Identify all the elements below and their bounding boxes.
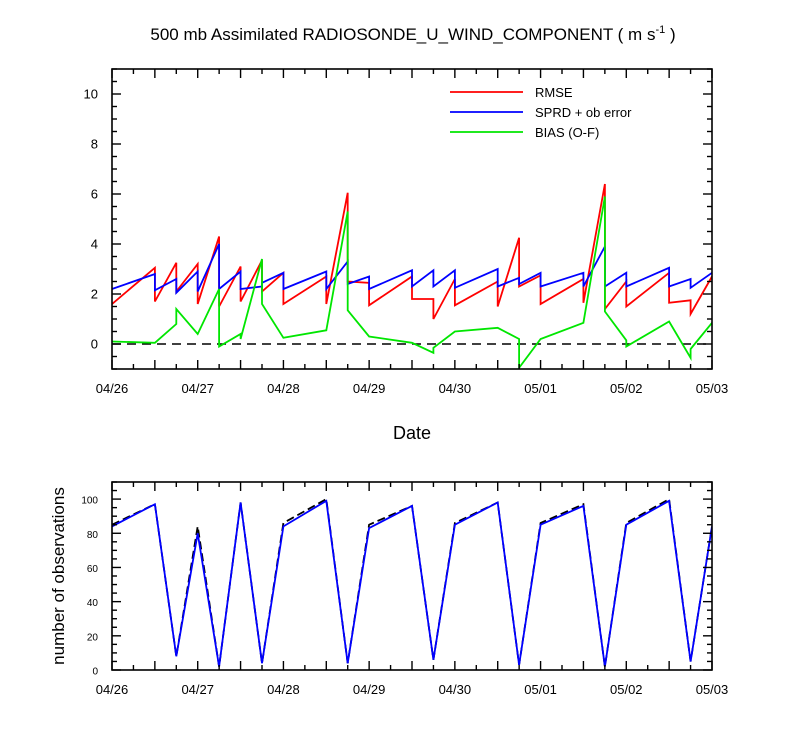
legend-label-0: RMSE — [535, 85, 573, 100]
bottom-x-tick-label: 05/02 — [610, 682, 643, 697]
top-y-tick-label: 10 — [84, 87, 98, 102]
bottom-y-tick-label: 80 — [87, 530, 99, 541]
bottom-x-tick-label: 04/26 — [96, 682, 129, 697]
top-plot-frame — [111, 68, 713, 370]
top-series-rmse — [112, 183, 712, 320]
top-x-tick-label: 04/29 — [353, 381, 386, 396]
top-x-tick-label: 04/30 — [439, 381, 472, 396]
bottom-series-assimilated — [112, 499, 712, 667]
bottom-y-tick-label: 40 — [87, 598, 99, 609]
bottom-panel: 04/26 04/27 04/28 04/29 04/30 05/01 05/02 05/03… — [49, 481, 729, 697]
top-series-bias-o-f — [112, 196, 712, 369]
top-panel: 04/26 04/27 04/28 04/29 04/30 05/01 05/02 05/03… — [84, 68, 729, 443]
y-axis-label-observations: number of observations — [49, 487, 68, 665]
bottom-series-possible — [112, 497, 712, 667]
bottom-y-tick-label: 20 — [87, 632, 99, 643]
top-series-group — [112, 183, 712, 369]
top-x-tick-label: 05/01 — [524, 381, 557, 396]
legend-label-2: BIAS (O-F) — [535, 125, 599, 140]
bottom-x-tick-label: 04/29 — [353, 682, 386, 697]
legend-label-1: SPRD + ob error — [535, 105, 632, 120]
bottom-x-tick-label: 05/01 — [524, 682, 557, 697]
top-y-tick-label: 2 — [91, 287, 98, 302]
top-y-tick-label: 6 — [91, 187, 98, 202]
bottom-series-group — [112, 497, 712, 667]
bottom-x-tick-label: 05/03 — [696, 682, 729, 697]
title-units-exponent: -1 — [655, 24, 665, 36]
bottom-y-tick-label: 60 — [87, 564, 99, 575]
bottom-axes: 04/26 04/27 04/28 04/29 04/30 05/01 05/02 05/03… — [81, 481, 729, 697]
title-text: 500 mb Assimilated RADIOSONDE_U_WIND_COM… — [150, 25, 655, 44]
bottom-plot-frame — [111, 481, 713, 671]
top-x-tick-label: 05/02 — [610, 381, 643, 396]
title-close: ) — [665, 25, 675, 44]
top-y-tick-label: 4 — [91, 237, 98, 252]
top-series-sprd-ob-error — [112, 243, 712, 295]
bottom-x-tick-label: 04/28 — [267, 682, 300, 697]
top-x-tick-label: 04/28 — [267, 381, 300, 396]
bottom-y-tick-label: 100 — [81, 496, 98, 507]
chart-title: 500 mb Assimilated RADIOSONDE_U_WIND_COM… — [150, 24, 675, 44]
legend: RMSE SPRD + ob error BIAS (O-F) — [450, 85, 632, 140]
bottom-x-tick-label: 04/30 — [439, 682, 472, 697]
top-axes: 04/26 04/27 04/28 04/29 04/30 05/01 05/02 05/03… — [84, 68, 729, 396]
top-x-tick-label: 04/27 — [181, 381, 214, 396]
top-y-tick-label: 8 — [91, 137, 98, 152]
top-x-tick-label: 04/26 — [96, 381, 129, 396]
top-y-tick-label: 0 — [91, 337, 98, 352]
bottom-x-tick-label: 04/27 — [181, 682, 214, 697]
x-axis-label: Date — [393, 423, 431, 443]
top-x-tick-label: 05/03 — [696, 381, 729, 396]
bottom-y-tick-label: 0 — [92, 667, 98, 678]
